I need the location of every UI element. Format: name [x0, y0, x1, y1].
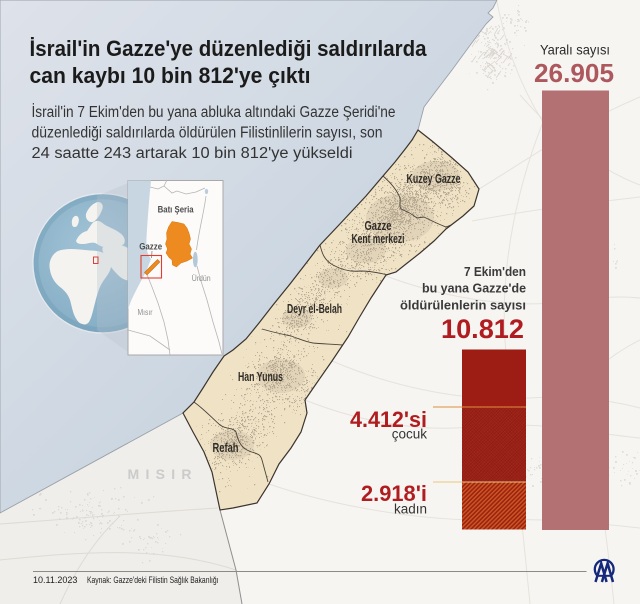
svg-text:Mısır: Mısır: [138, 308, 153, 317]
svg-text:düzenlediği saldırılarda öldür: düzenlediği saldırılarda öldürülen Filis…: [32, 125, 383, 142]
svg-text:Batı Şeria: Batı Şeria: [158, 205, 195, 216]
svg-text:MISIR: MISIR: [128, 466, 192, 482]
svg-text:Kent merkezi: Kent merkezi: [352, 232, 405, 246]
svg-text:çocuk: çocuk: [392, 427, 428, 442]
svg-text:can kaybı 10 bin 812'ye çıktı: can kaybı 10 bin 812'ye çıktı: [30, 63, 311, 88]
svg-text:Kaynak: Gazze'deki Filistin Sa: Kaynak: Gazze'deki Filistin Sağlık Bakan…: [87, 575, 219, 586]
svg-text:İsrail'in Gazze'ye düzenlediği: İsrail'in Gazze'ye düzenlediği saldırıla…: [30, 36, 428, 61]
svg-text:Yaralı sayısı: Yaralı sayısı: [540, 42, 610, 58]
svg-text:Han Yunus: Han Yunus: [238, 370, 283, 384]
svg-text:Ürdün: Ürdün: [192, 274, 211, 283]
svg-text:10.11.2023: 10.11.2023: [33, 575, 77, 585]
svg-text:Gazze: Gazze: [139, 242, 162, 253]
svg-text:Kuzey Gazze: Kuzey Gazze: [407, 172, 461, 186]
svg-text:Deyr el-Belah: Deyr el-Belah: [287, 302, 342, 316]
svg-text:26.905: 26.905: [534, 58, 614, 88]
svg-text:kadın: kadın: [394, 502, 427, 517]
svg-text:Gazze: Gazze: [365, 219, 392, 233]
svg-text:2.918'i: 2.918'i: [361, 481, 427, 506]
svg-text:bu yana Gazze'de: bu yana Gazze'de: [422, 281, 526, 296]
svg-text:Refah: Refah: [213, 441, 239, 455]
svg-text:İsrail'in 7 Ekim'den bu yana a: İsrail'in 7 Ekim'den bu yana abluka altı…: [32, 103, 396, 121]
svg-text:7 Ekim'den: 7 Ekim'den: [464, 264, 526, 279]
svg-text:öldürülenlerin sayısı: öldürülenlerin sayısı: [400, 298, 526, 313]
svg-text:4.412'si: 4.412'si: [350, 407, 427, 432]
svg-text:24 saatte 243 artarak 10 bin 8: 24 saatte 243 artarak 10 bin 812'ye yüks…: [32, 145, 353, 162]
svg-text:10.812: 10.812: [441, 314, 524, 344]
